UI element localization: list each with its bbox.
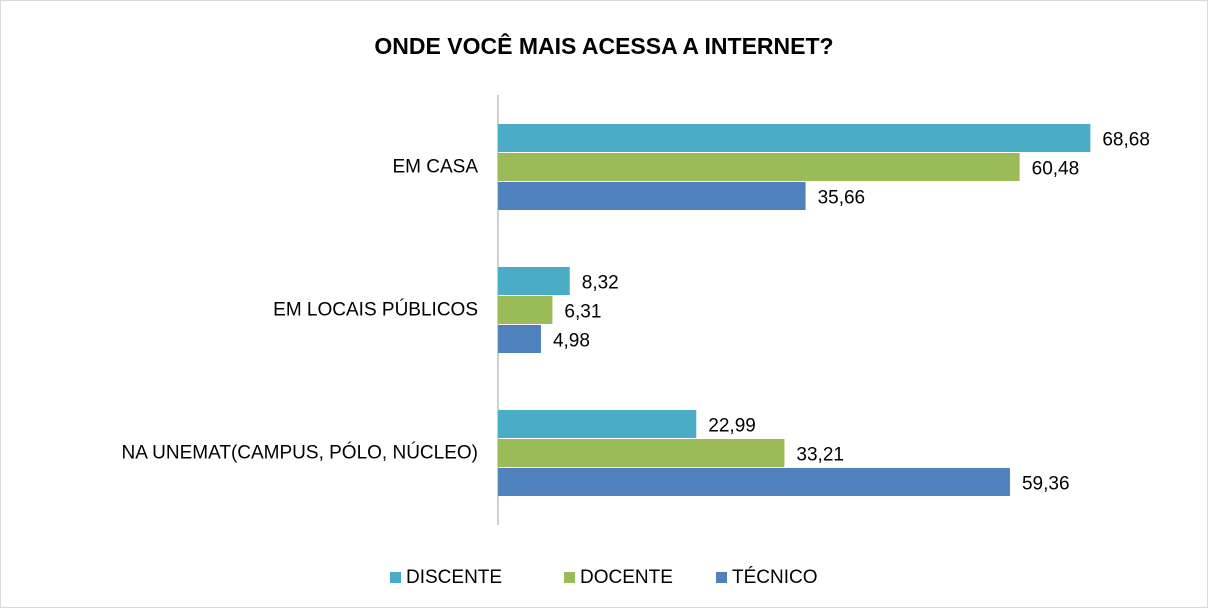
bar: [498, 153, 1020, 181]
data-label: 33,21: [796, 445, 844, 466]
legend-swatch: [716, 572, 727, 583]
legend-label: TÉCNICO: [732, 567, 818, 588]
data-label: 6,31: [564, 302, 601, 323]
data-label: 8,32: [582, 273, 619, 294]
data-label: 68,68: [1102, 130, 1150, 151]
data-label: 4,98: [553, 331, 590, 352]
bar: [498, 296, 553, 324]
bar: [498, 439, 785, 467]
legend-swatch: [564, 572, 575, 583]
bar: [498, 182, 806, 210]
legend-label: DOCENTE: [580, 567, 673, 588]
chart-title: ONDE VOCÊ MAIS ACESSA A INTERNET?: [374, 32, 833, 59]
legend-label: DISCENTE: [406, 567, 502, 588]
category-label: EM CASA: [392, 157, 478, 178]
bar: [498, 267, 570, 295]
bar: [498, 325, 541, 353]
data-label: 35,66: [818, 188, 866, 209]
category-label: EM LOCAIS PÚBLICOS: [273, 299, 478, 321]
data-label: 60,48: [1032, 159, 1080, 180]
bar: [498, 124, 1091, 152]
data-label: 59,36: [1022, 474, 1070, 495]
legend-swatch: [390, 572, 401, 583]
bar: [498, 410, 697, 438]
bar: [498, 468, 1010, 496]
category-label: NA UNEMAT(CAMPUS, PÓLO, NÚCLEO): [122, 442, 478, 464]
data-label: 22,99: [708, 416, 756, 437]
